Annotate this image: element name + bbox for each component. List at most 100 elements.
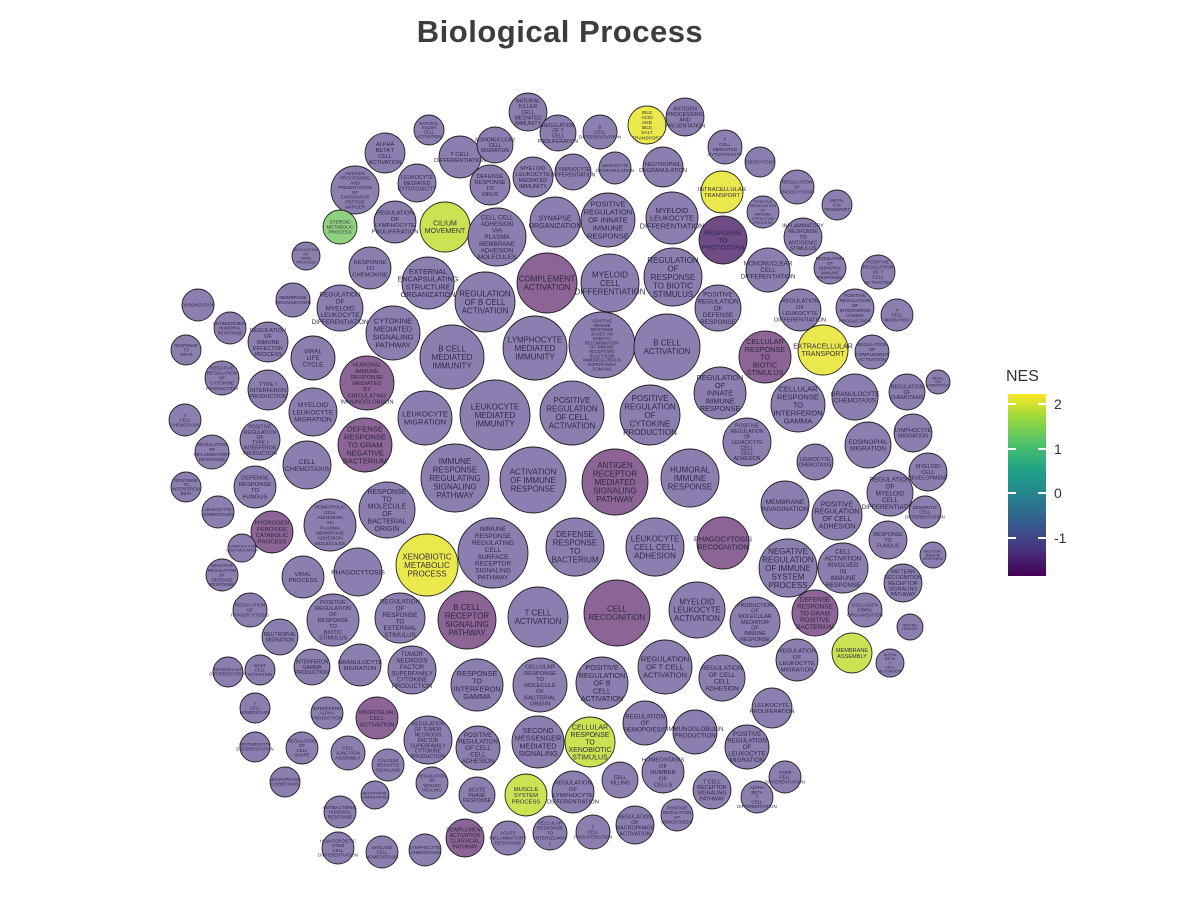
go-term-bubble: NEGATIVE REGULATION OF CYTOKINE PRODUCTION xyxy=(204,360,240,396)
go-term-bubble: POSITIVE REGULATION OF INNATE IMMUNE RESPONS… xyxy=(580,192,636,248)
go-term-bubble: POSITIVE REGULATION OF HEMOPOIESIS xyxy=(660,798,694,832)
go-term-bubble: REGULATION OF CELL CELL ADHESION xyxy=(698,654,746,702)
go-term-bubble: INTERFERON ALPHA PRODUCTION xyxy=(310,696,344,730)
go-term-bubble: POSITIVE REGULATION OF TYPE I INTERFERON PROD… xyxy=(239,419,281,461)
go-term-bubble: COLLAGEN FIBRIL ORGANIZATION xyxy=(847,592,883,628)
legend-title: NES xyxy=(1006,368,1039,385)
go-term-bubble: T CELL ACTIVATION xyxy=(507,586,569,648)
legend-tick-label: 0 xyxy=(1054,485,1062,501)
legend-tick-mark xyxy=(1038,492,1046,494)
go-term-bubble: ALPHA BETA T CELL DIFFERENTIATION xyxy=(737,780,777,814)
go-term-bubble: MEMBRANE ASSEMBLY xyxy=(831,632,873,674)
go-term-bubble: LEUKOCYTE CELL CELL ADHESION xyxy=(625,517,685,577)
go-term-bubble: REGULATION OF COMPLEMENT ACTIVATION xyxy=(854,334,890,370)
go-term-bubble: RESPONSE TO CHEMOKINE xyxy=(348,246,392,290)
go-term-bubble: POSITIVE REGULATION OF RESPONSE TO BIOTIC STIM… xyxy=(306,593,360,647)
go-term-bubble: PHAGOCYTOSIS RECOGNITION xyxy=(694,516,752,570)
go-term-bubble: REGULATION OF LYMPHOCYTE DIFFERENTIATION xyxy=(547,770,599,814)
go-term-bubble: LEUKOCYTE MEDIATED CYTOTOXICITY xyxy=(397,163,437,203)
go-term-bubble: T CELL HOMEOSTASIS xyxy=(239,692,271,724)
go-term-bubble: COMPLEMENT ACTIVATION CLASSICAL PATHWAY xyxy=(445,818,484,858)
go-term-bubble: MYELOID CELL DIFFERENTIATION xyxy=(575,253,646,313)
go-term-bubble: ANTIBACTERIAL HUMORAL RESPONSE xyxy=(322,795,358,829)
go-term-bubble: ENDOCYTOSIS xyxy=(744,146,776,178)
go-term-bubble: LEUKOCYTE HOMEOSTASIS xyxy=(201,495,235,529)
go-term-bubble: ERYTHROCYTE DIFFERENTIATION xyxy=(236,731,274,763)
go-term-bubble: ANTIGEN RECEPTOR MEDIATED SIGNALING PATHWAY xyxy=(581,448,649,516)
go-term-bubble: REGULATION OF WOUND HEALING xyxy=(415,766,449,800)
go-term-bubble: STEROID METABOLIC PROCESS xyxy=(322,209,358,245)
go-term-bubble: MUCOSAL IMMUNE RESPONSE xyxy=(919,541,947,569)
legend-tick-mark xyxy=(1038,403,1046,405)
go-term-bubble: SECOND MESSENGER MEDIATED SIGNALING xyxy=(511,715,565,769)
go-term-bubble: B CELL RECEPTOR SIGNALING PATHWAY xyxy=(437,590,497,650)
go-term-bubble: CYTOKINE MEDIATED SIGNALING PATHWAY xyxy=(365,305,421,361)
go-term-bubble: METAL ION TRANSPORT xyxy=(821,189,853,221)
go-term-bubble: MYELOID LEUKOCYTE ACTIVATION xyxy=(668,581,726,639)
go-term-bubble: NEGATIVE REGULATION OF IMMUNE SYSTEM PROCESS xyxy=(758,538,818,598)
go-term-bubble: REGULATION OF IMMUNE EFFECTOR PROCESS xyxy=(247,321,289,363)
go-term-bubble: ALPHA BETA T CELL ACTIVATION xyxy=(364,132,406,174)
go-term-bubble: T CELL MIGRATION xyxy=(880,298,914,332)
go-term-bubble: ADAPTIVE IMMUNE RESPONSE BASED ON SOMATIC REC… xyxy=(568,311,636,379)
go-term-bubble: POSITIVE REGULATION OF DEFENSE RESPONSE xyxy=(694,284,742,332)
go-term-bubble: INTRACELLULAR TRANSPORT xyxy=(698,170,746,214)
go-term-bubble: COMPLEMENT ACTIVATION xyxy=(516,252,578,314)
go-term-bubble: ACTIVATION OF IMMUNE RESPONSE xyxy=(499,446,567,514)
go-term-bubble: BILE ACID AND BILE SALT TRANSPORT xyxy=(627,105,667,145)
go-term-bubble: POSITIVE REGULATION OF CELL ADHESION xyxy=(811,489,863,541)
go-term-bubble: CELL CHEMOTAXIS xyxy=(282,440,332,490)
go-term-bubble: DEFENSE RESPONSE TO GRAM NEGATIVE BACTERIUM xyxy=(337,417,393,473)
go-term-bubble: LYMPHOCYTE HOMEOSTASIS xyxy=(408,833,442,867)
legend-tick-label: 2 xyxy=(1054,396,1062,412)
legend-tick-mark xyxy=(1008,403,1016,405)
go-term-bubble: REGULATION OF LYMPHOCYTE PROLIFERATION xyxy=(372,200,418,244)
go-term-bubble: ANTIGEN PROCESSING AND PRESENTATION xyxy=(665,97,705,137)
go-term-bubble: POSITIVE REGULATION OF CELL CELL ADHESION xyxy=(455,725,501,771)
go-term-bubble: NATURAL KILLER CELL ACTIVATION xyxy=(413,114,445,146)
go-term-bubble: VIRAL PROCESS xyxy=(281,555,325,599)
go-term-bubble: EXTERNAL ENCAPSULATING STRUCTURE ORGANIZATI… xyxy=(398,256,459,310)
go-term-bubble: MEMBRANE ORGANIZATION xyxy=(275,282,311,318)
go-term-bubble: WOUND HEALING xyxy=(896,613,924,641)
go-term-bubble: T CELL CHEMOTAXIS xyxy=(168,403,202,437)
go-term-bubble: REGULATION OF INFLAMMATORY RESPONSE xyxy=(193,434,231,470)
go-term-bubble: CALCIUM MEDIATED SIGNALING xyxy=(371,748,405,782)
go-term-bubble: REGULATION OF VIRAL PROCESS xyxy=(291,241,321,271)
go-term-bubble: PATTERN RECOGNITION RECEPTOR SIGNALING PATHW… xyxy=(883,563,923,603)
go-term-bubble: RESPONSE TO MOLECULE OF BACTERIAL ORIGIN xyxy=(358,481,416,539)
go-term-bubble: IMMUNE RESPONSE REGULATING CELL SURFACE RECEP… xyxy=(457,517,529,589)
go-term-bubble: RESPONSE TO INTERFERON BETA xyxy=(170,471,202,503)
go-term-bubble: MYELOID LEUKOCYTE MEDIATED IMMUNITY xyxy=(512,156,554,198)
legend-tick-label: 1 xyxy=(1054,441,1062,457)
go-term-bubble: CELLULAR RESPONSE TO XENOBIOTIC STIMULUS xyxy=(564,716,616,768)
go-term-bubble: DEFENSE RESPONSE TO GRAM POSITIVE BACTERIUM xyxy=(791,589,839,637)
go-term-bubble: IMMUNOGLOBULIN PRODUCTION xyxy=(667,709,723,755)
go-term-bubble: OSTEOCLAST DIFFERENTIATION xyxy=(209,656,247,688)
go-term-bubble: LYMPHOCYTE MEDIATED IMMUNITY xyxy=(502,315,568,381)
go-term-bubble: DEFENSE RESPONSE TO FUNGUS xyxy=(233,465,277,509)
go-term-bubble: REGULATION OF INNATE IMMUNE RESPONSE xyxy=(693,366,747,420)
nes-legend: NES 2 1 0 -1 xyxy=(1004,368,1124,576)
go-term-bubble: REGULATION OF TUMOR NECROSIS FACTOR SUPERFAM… xyxy=(403,715,453,765)
go-term-bubble: HOMOPHILIC CELL ADHESION VIA PLASMA MEMBRANE A… xyxy=(303,498,357,552)
go-term-bubble: MYELOID CELL HOMEOSTASIS xyxy=(365,835,399,869)
go-term-bubble: T CELL MEDIATED CYTOTOXICITY xyxy=(708,129,743,165)
legend-colorbar-wrap: 2 1 0 -1 xyxy=(1004,394,1124,576)
go-term-bubble: MONONUCLEAR CELL DIFFERENTIATION xyxy=(741,247,795,293)
go-term-bubble: REGULATION OF T CELL ACTIVATION xyxy=(637,639,693,695)
go-term-bubble: REGULATION OF MACROPHAGE ACTIVATION xyxy=(615,805,655,845)
go-term-bubble: MUSCLE SYSTEM PROCESS xyxy=(504,773,548,817)
go-term-bubble: MYELOID CELL DEVELOPMENT xyxy=(908,452,949,492)
go-term-bubble: CILIUM MOVEMENT xyxy=(419,201,471,253)
go-term-bubble: IMMUNE RESPONSE REGULATING SIGNALING PATHWAY xyxy=(420,443,490,513)
go-term-bubble: LEUKOCYTE CHEMOTAXIS xyxy=(796,443,834,481)
chart-title: Biological Process xyxy=(416,14,704,49)
go-term-bubble: REGULATION OF HEMOPOIESIS xyxy=(622,700,668,746)
go-term-bubble: HEMATOPOIETIC STEM CELL DIFFERENTIATION xyxy=(318,831,358,865)
go-term-bubble: CELL ACTIVATION INVOLVED IN IMMUNE RESPONSE xyxy=(817,542,869,594)
go-term-bubble: REGULATION OF B CELL ACTIVATION xyxy=(454,271,516,333)
go-term-bubble: REGULATION OF RESPONSE TO BIOTIC STIMULUS xyxy=(643,247,703,307)
legend-tick-mark xyxy=(1008,448,1016,450)
go-term-bubble: LEUKOCYTE MEDIATED IMMUNITY xyxy=(459,379,531,451)
